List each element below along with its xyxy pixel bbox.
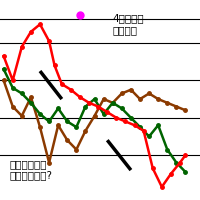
Text: 4月以降の
上昇相場: 4月以降の 上昇相場 [113,13,144,35]
Text: 調整の意味も
兼ねたものか?: 調整の意味も 兼ねたものか? [9,159,52,180]
